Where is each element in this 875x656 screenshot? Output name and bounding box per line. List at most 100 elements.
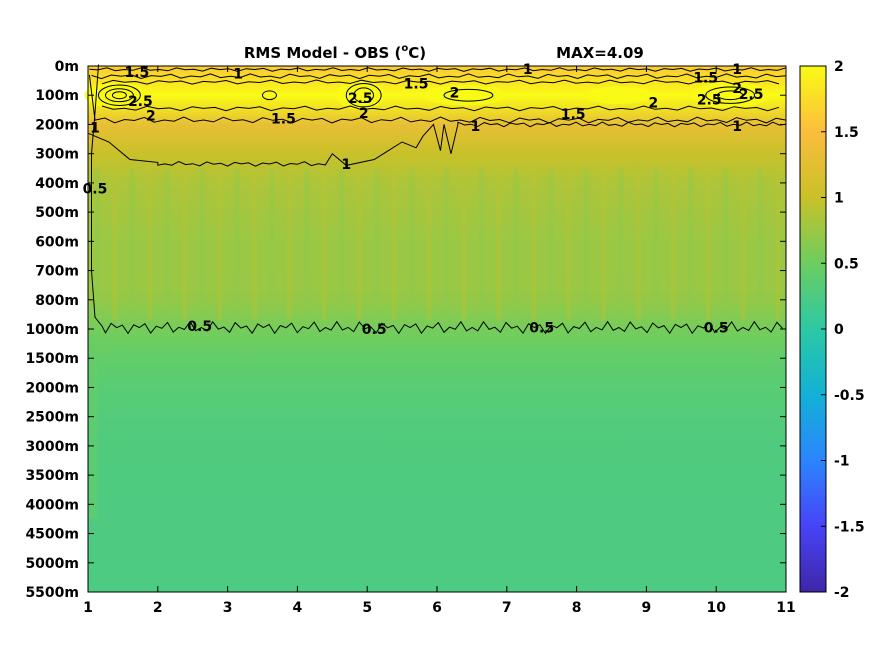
- streak-6: [199, 168, 205, 321]
- x-tick-label-2: 3: [223, 600, 233, 616]
- streak-34: [688, 168, 694, 321]
- streak-28: [583, 168, 589, 321]
- colorbar-tick-label-3: 0.5: [834, 256, 859, 272]
- contour-label-24: 0.5: [529, 321, 554, 337]
- streak-17: [391, 168, 397, 321]
- colorbar-tick-label-4: 0: [834, 322, 844, 338]
- streak-32: [653, 168, 659, 321]
- title-sup: o: [401, 43, 408, 54]
- contour-label-22: 0.5: [187, 319, 212, 335]
- streak-24: [513, 168, 519, 321]
- contour-label-11: 1: [471, 119, 481, 135]
- contour-ring-3: [345, 83, 382, 108]
- y-tick-label-12: 2500m: [25, 410, 79, 426]
- contour-label-16: 2.5: [697, 93, 722, 109]
- x-tick-label-8: 9: [642, 600, 652, 616]
- contour-ring-7: [717, 90, 744, 101]
- colorbar-ticks: 2 1.5 1 0.5 0 -0.5 -1 -1.5 -2: [821, 59, 865, 601]
- heatmap-bands: [84, 80, 781, 519]
- y-tick-label-10: 1500m: [25, 351, 79, 367]
- y-axis: 0m 100m 200m 300m 400m 500m 600m 700m 800m 1000m 1…: [25, 59, 786, 601]
- contour-1-5-top: [91, 73, 787, 80]
- x-tick-label-4: 5: [362, 600, 372, 616]
- streak-38: [758, 168, 764, 321]
- warm-anomaly-1: [335, 80, 385, 110]
- contour-label-21: 0.5: [83, 182, 108, 198]
- contour-label-5: 2.5: [348, 91, 373, 107]
- warm-anomaly-2: [423, 84, 507, 106]
- contour-lines: [87, 64, 787, 335]
- y-tick-label-3: 300m: [35, 147, 79, 163]
- y-tick-label-5: 500m: [35, 205, 79, 221]
- colorbar-tick-label-7: -1.5: [834, 519, 865, 535]
- contour-label-0: 1.5: [124, 65, 149, 81]
- y-tick-label-8: 800m: [35, 293, 79, 309]
- streak-30: [618, 168, 624, 321]
- streak-3: [147, 168, 153, 321]
- contour-2-bottom: [101, 105, 780, 112]
- colorbar-tick-label-0: 2: [834, 59, 844, 75]
- contour-1-top: [89, 67, 787, 72]
- y-tick-label-14: 3500m: [25, 468, 79, 484]
- y-tick-label-1: 100m: [35, 88, 79, 104]
- x-tick-label-10: 11: [776, 600, 795, 616]
- streak-39: [775, 168, 781, 321]
- streak-20: [443, 168, 449, 321]
- contour-label-23: 0.5: [362, 322, 387, 338]
- streak-23: [496, 168, 502, 321]
- streak-2: [129, 168, 135, 321]
- colorbar-tick-label-8: -2: [834, 585, 850, 601]
- contour-label-17: 2.5: [739, 87, 764, 103]
- warm-anomaly-4: [691, 82, 769, 109]
- contour-label-10: 1.5: [561, 107, 586, 123]
- streak-12: [304, 168, 310, 321]
- max-label: MAX=4.09: [556, 44, 644, 62]
- streak-33: [670, 168, 676, 321]
- contour-1-5: [88, 74, 787, 124]
- streak-19: [426, 168, 432, 321]
- contour-ring-4: [353, 87, 374, 104]
- contour-label-13: 1.5: [693, 71, 718, 87]
- streak-10: [269, 168, 275, 321]
- streak-29: [601, 168, 607, 321]
- contour-label-8: 2: [450, 85, 460, 101]
- contour-0-5: [91, 64, 783, 335]
- title-tail: C): [408, 44, 426, 62]
- contour-ring-5: [443, 88, 494, 102]
- contour-label-12: 2: [649, 96, 659, 112]
- streak-22: [478, 168, 484, 321]
- contour-label-4: 1.5: [271, 112, 296, 128]
- y-tick-label-18: 5500m: [25, 585, 79, 601]
- streak-13: [321, 168, 327, 321]
- chart-title: RMS Model - OBS (oC): [244, 43, 426, 62]
- y-tick-label-7: 700m: [35, 264, 79, 280]
- colorbar-tick-label-1: 1.5: [834, 125, 859, 141]
- contour-label-19: 1: [90, 120, 100, 136]
- colorbar-tick-label-2: 1: [834, 191, 844, 207]
- y-tick-label-13: 3000m: [25, 439, 79, 455]
- left-edge-band: [88, 334, 98, 519]
- contour-ring-0: [97, 84, 141, 106]
- streak-16: [374, 168, 380, 321]
- y-tick-label-15: 4000m: [25, 497, 79, 513]
- warm-anomaly-3: [583, 86, 654, 104]
- y-tick-label-6: 600m: [35, 234, 79, 250]
- streak-36: [723, 168, 729, 321]
- contour-ring-2: [111, 91, 127, 100]
- y-tick-label-11: 2000m: [25, 380, 79, 396]
- y-tick-label-16: 4500m: [25, 527, 79, 543]
- contour-label-2: 2.5: [128, 94, 153, 110]
- y-tick-label-0: 0m: [55, 59, 79, 75]
- contour-label-1: 1: [233, 66, 243, 82]
- contour-label-14: 1: [732, 62, 742, 78]
- contour-label-9: 1: [523, 62, 533, 78]
- x-tick-label-5: 6: [432, 600, 442, 616]
- streak-15: [356, 168, 362, 321]
- x-axis: 1 2 3 4 5 6 7 8 9 10 11: [83, 66, 796, 616]
- x-tick-label-6: 7: [502, 600, 512, 616]
- x-tick-label-0: 1: [83, 600, 93, 616]
- streak-31: [635, 168, 641, 321]
- streak-18: [409, 168, 415, 321]
